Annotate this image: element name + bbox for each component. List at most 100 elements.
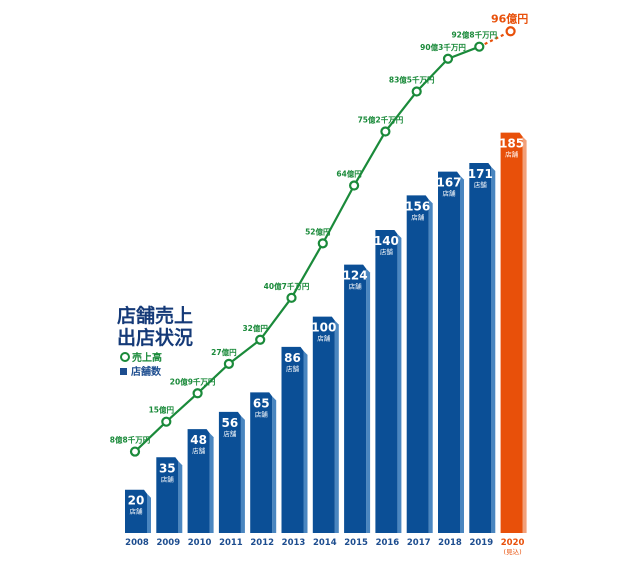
bar-value-label: 124 [343,269,368,283]
sales-point [505,26,516,37]
bar [375,230,398,534]
x-tick-label: 2017 [407,538,431,548]
x-tick-label: 2018 [438,538,462,548]
circle-marker-icon [120,352,130,362]
x-tick-label: 2016 [376,538,400,548]
sales-value-label: 90億3千万円 [420,42,466,52]
sales-value-label: 64億円 [336,169,362,179]
bar-unit-label: 店舗 [192,446,206,455]
sales-value-label: 83億5千万円 [389,75,435,85]
bar-unit-label: 店舗 [380,247,394,256]
sales-line-segment [353,130,387,187]
bar [406,195,429,533]
x-tick-label: 2009 [156,538,180,548]
x-tick-label: 2020 [501,538,525,548]
bar [469,162,492,533]
bar [500,132,523,533]
bar-side [209,433,214,533]
x-tick-label: 2013 [282,538,306,548]
bar-value-label: 20 [128,494,145,508]
x-tick-label: 2014 [313,538,337,548]
x-tick-sublabel: (見込) [504,547,522,556]
bar-unit-label: 店舗 [223,429,237,438]
legend-stores-label: 店舗数 [131,367,161,378]
bar-side [240,415,245,533]
title-line-1: 店舗売上 [117,305,194,327]
bar-unit-label: 店舗 [474,180,488,189]
sales-point [286,292,297,303]
bar [218,411,241,533]
sales-line-segment [321,184,356,244]
sales-line-segment [196,363,230,395]
x-tick-label: 2010 [188,538,212,548]
bar-unit-label: 店舗 [286,364,300,373]
bar-side [491,166,496,533]
bar-value-label: 56 [222,416,239,430]
bar-side [178,461,183,533]
legend-sales: 売上高 [120,352,162,366]
sales-point [223,358,234,369]
bar [312,316,335,533]
x-tick-label: 2015 [344,538,368,548]
bar-value-label: 171 [468,167,493,181]
sales-line-segment [134,420,168,453]
sales-line-segment [415,57,449,93]
chart-title: 店舗売上 出店状況 [117,305,193,349]
sales-point [380,126,391,137]
bar-value-label: 48 [190,433,207,447]
bar-side [272,396,277,533]
bar-value-label: 65 [253,396,270,410]
bar-value-label: 156 [405,199,430,213]
square-marker-icon [120,368,127,375]
sales-value-label: 15億円 [149,405,175,415]
bar-value-label: 185 [499,137,524,151]
bar [250,392,273,533]
bar-side [147,493,151,533]
x-tick-label: 2008 [125,538,149,548]
bar [438,171,460,533]
sales-value-label: 40億7千万円 [264,281,310,291]
bar-value-label: 167 [436,176,461,190]
bar-value-label: 140 [374,234,399,248]
bar-side [522,136,527,533]
sales-point [129,446,141,457]
bar-unit-label: 店舗 [349,282,363,291]
legend-sales-label: 売上高 [132,353,162,364]
bar-side [303,350,308,533]
sales-value-label: 52億円 [305,226,331,236]
bar-unit-label: 店舗 [161,474,175,483]
sales-value-label: 20億9千万円 [170,376,216,386]
x-tick-label: 2011 [219,538,243,548]
bar-side [334,320,339,533]
sales-value-label: 75億2千万円 [358,115,404,125]
bar [344,264,367,533]
bar [281,346,304,533]
bar-value-label: 100 [311,321,336,335]
x-tick-label: 2012 [250,538,274,548]
sales-line-segment [290,242,324,299]
sales-point [317,238,328,249]
bar-side [428,199,433,533]
sales-value-label: 27億円 [211,347,237,357]
bar-side [366,268,371,533]
sales-value-label: 92億8千万円 [451,30,497,40]
bar-value-label: 35 [159,461,176,475]
sales-point [161,416,172,427]
bar-side [460,175,464,533]
sales-line-segment [165,392,199,423]
sales-point [474,41,485,52]
bar-side [397,234,402,534]
sales-point [349,180,360,191]
bar-unit-label: 店舗 [443,189,457,198]
legend-stores: 店舗数 [120,366,162,380]
bar-unit-label: 店舗 [411,212,425,221]
sales-value-label: 8億8千万円 [110,435,151,445]
title-line-2: 出店状況 [117,327,194,349]
bar-unit-label: 店舗 [130,507,144,516]
sales-value-label: 32億円 [242,323,268,333]
sales-point [255,334,266,345]
bar-value-label: 86 [284,351,301,365]
bar-unit-label: 店舗 [255,409,269,418]
sales-value-label: 96億円 [491,11,528,25]
